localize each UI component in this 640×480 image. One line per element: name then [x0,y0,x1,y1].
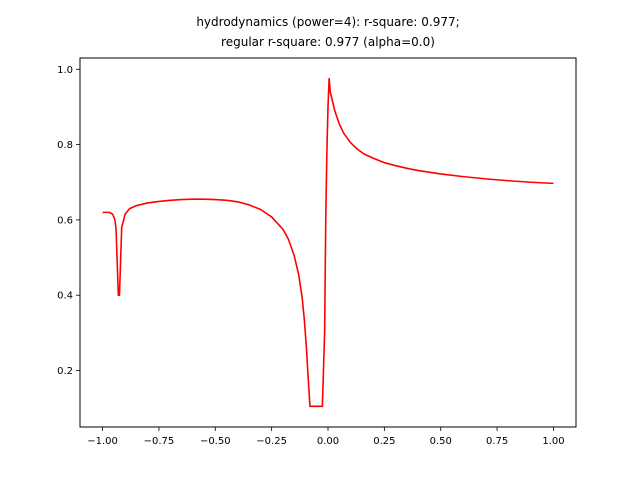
plot-area [102,77,554,408]
x-tick-label: 0.50 [430,436,452,447]
x-tick-label: 1.00 [542,436,564,447]
series-line [102,77,554,408]
x-tick-label: −0.75 [144,436,175,447]
y-tick-label: 0.4 [57,291,73,302]
x-tick-label: 0.75 [486,436,508,447]
axis-ticks: −1.00 −0.75 −0.50 −0.25 0.00 0.25 0.50 0.75 1.00… [57,65,564,447]
x-tick-label: −0.25 [256,436,287,447]
x-tick-label: −0.50 [200,436,231,447]
chart-title: hydrodynamics (power=4): r-square: 0.977… [196,15,459,29]
x-tick-label: 0.00 [317,436,339,447]
y-tick-label: 0.6 [57,215,73,226]
x-tick-label: −1.00 [87,436,118,447]
y-tick-label: 0.8 [57,140,73,151]
y-tick-label: 1.0 [57,65,73,76]
chart-subtitle: regular r-square: 0.977 (alpha=0.0) [221,35,435,49]
axes-frame [79,57,577,428]
y-tick-label: 0.2 [57,366,73,377]
x-tick-label: 0.25 [373,436,395,447]
